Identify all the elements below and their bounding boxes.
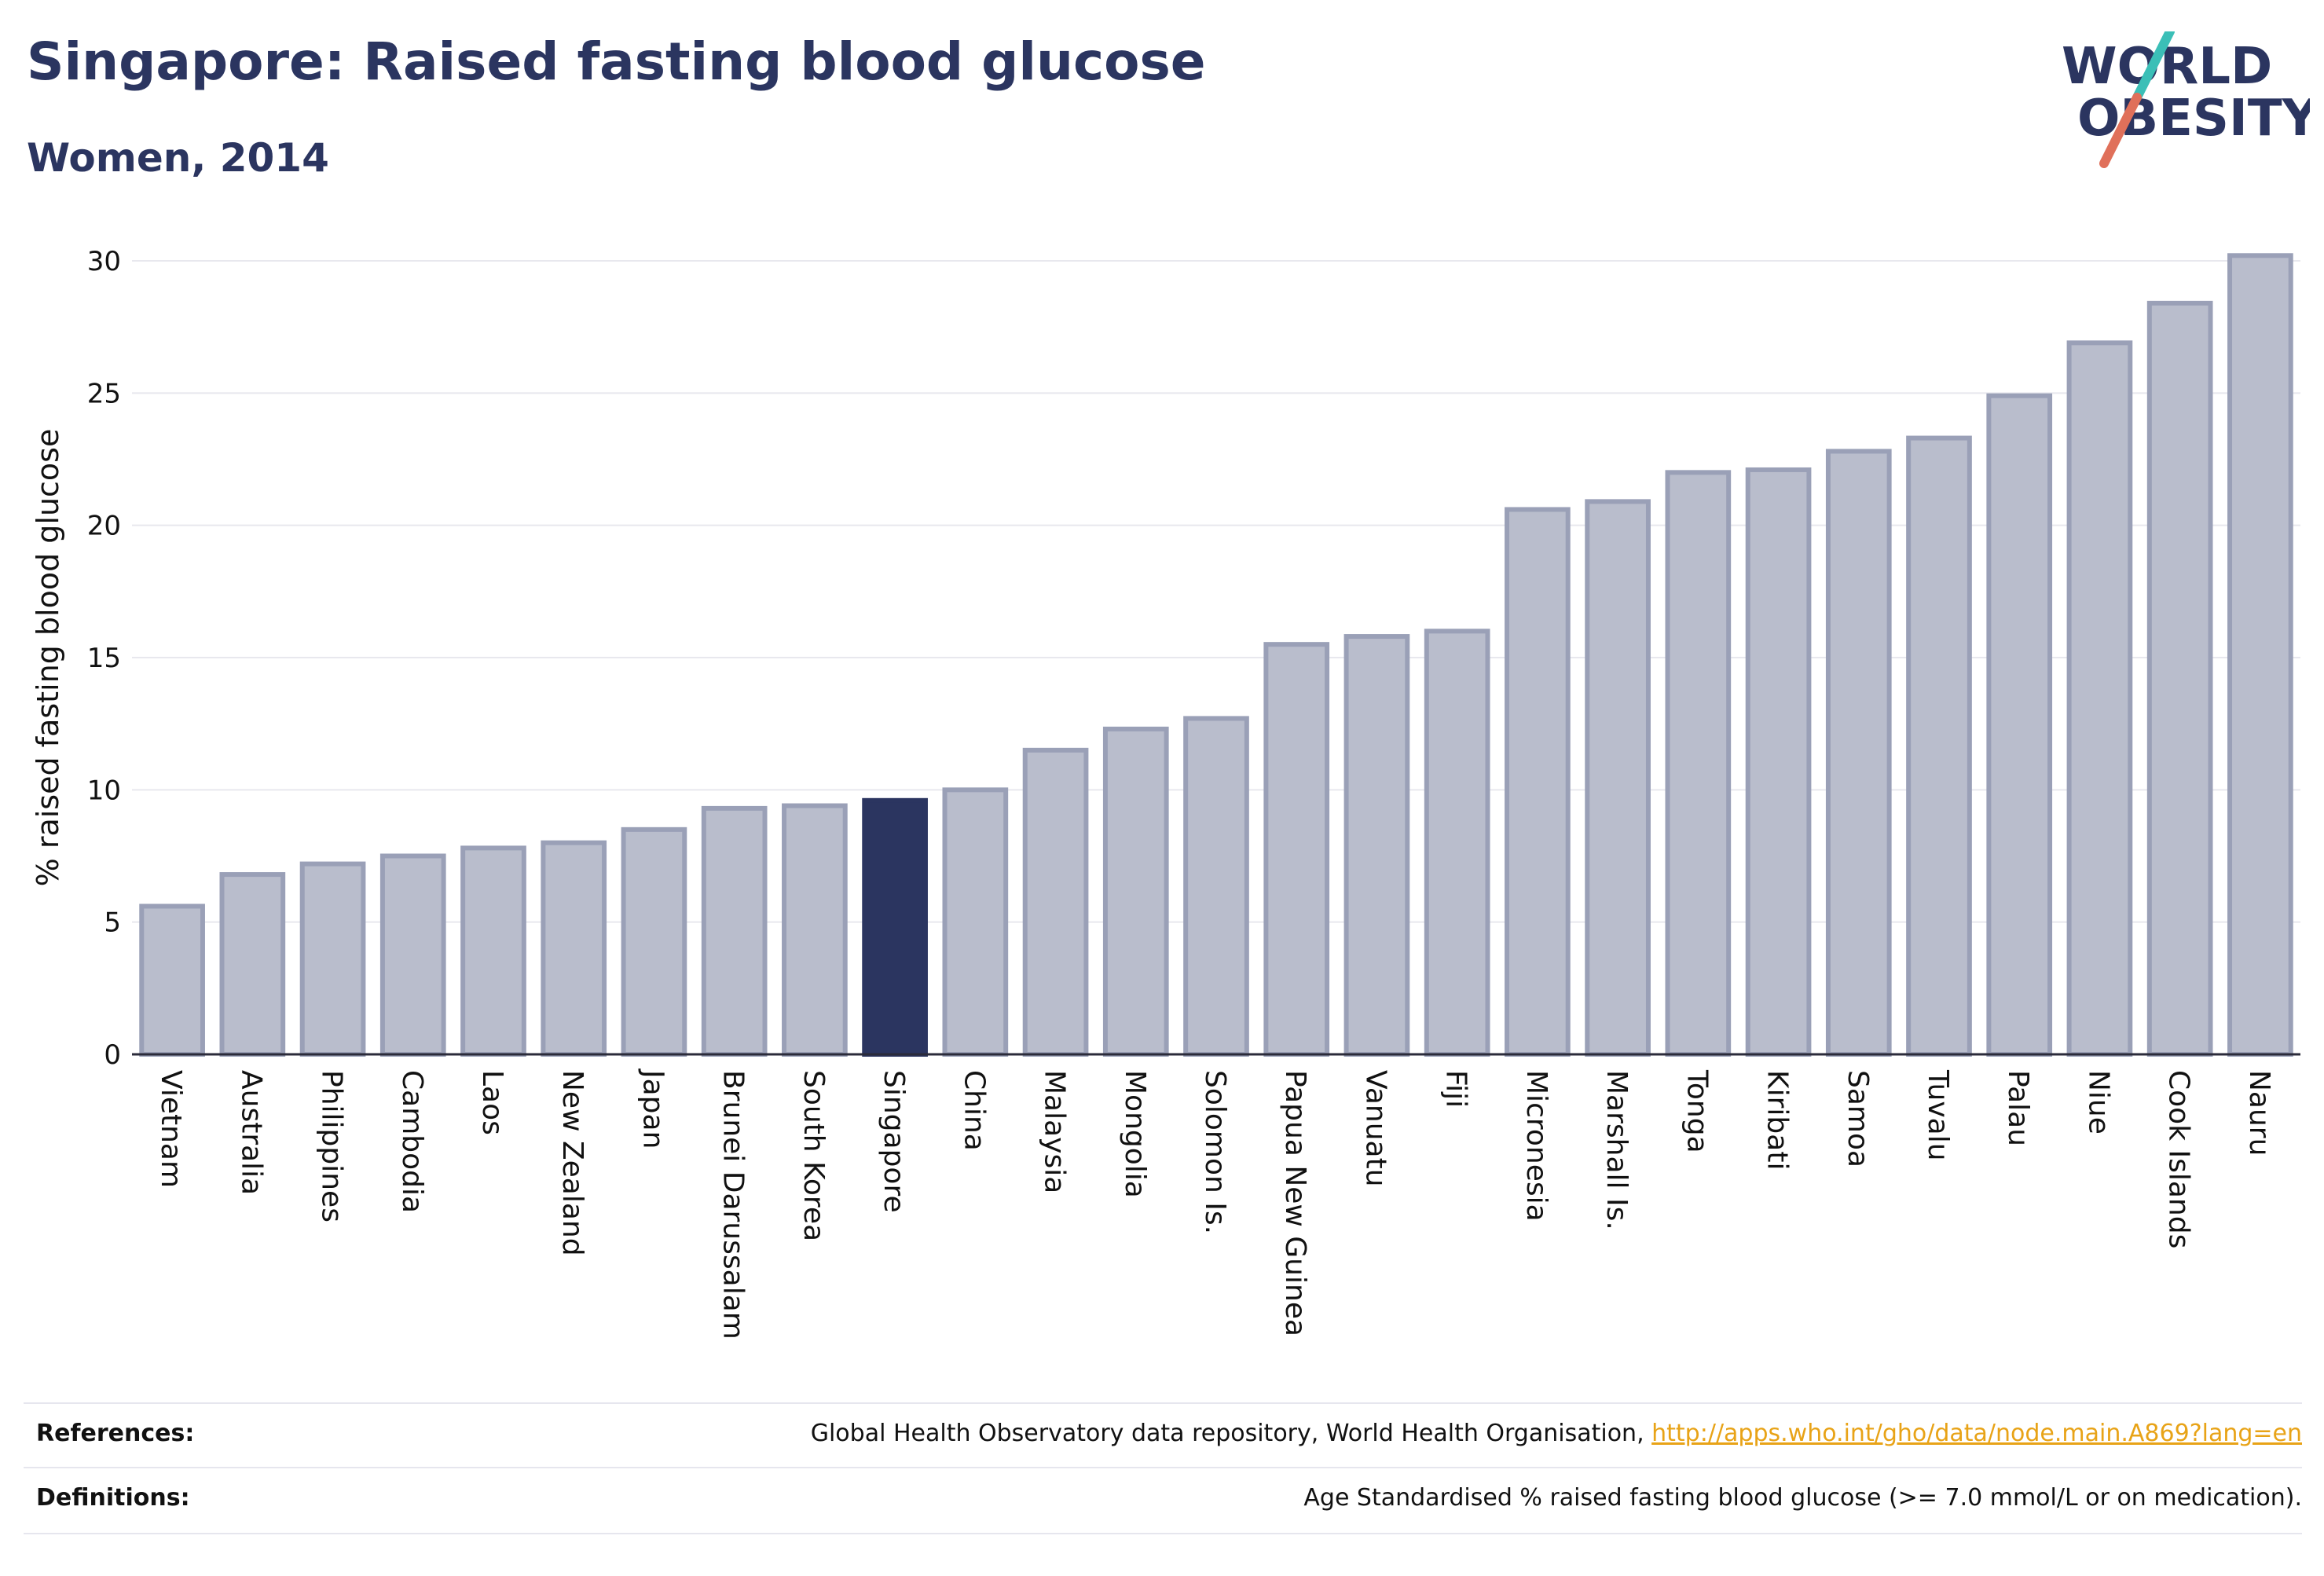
x-tick-label: Malaysia [1039, 1070, 1071, 1193]
bar-papua-new-guinea [1263, 642, 1330, 1057]
bar-nauru [2227, 253, 2293, 1057]
bar-chart: 0 5 10 15 20 25 30 % raised fasting blood gluco… [31, 246, 2300, 1340]
bar-palau [1986, 393, 2053, 1057]
bar-south-korea [782, 803, 848, 1057]
references-link[interactable]: http://apps.who.int/gho/data/node.main.A… [1651, 1420, 2302, 1447]
x-tick-label: Marshall Is. [1600, 1070, 1633, 1230]
x-tick-label: Philippines [316, 1070, 348, 1222]
footer-divider-middle [24, 1467, 2302, 1468]
references-text-wrap: Global Health Observatory data repositor… [811, 1420, 2302, 1447]
footer-divider-bottom [24, 1533, 2302, 1534]
bar-japan [621, 826, 687, 1057]
x-tick-label: Laos [476, 1070, 508, 1135]
references-row: References: Global Health Observatory da… [24, 1404, 2302, 1467]
world-obesity-logo: WORLD OBESITY [2062, 31, 2310, 168]
page-title: Singapore: Raised fasting blood glucose [27, 31, 1206, 92]
logo-slash-top [2132, 31, 2175, 102]
bar-fiji [1424, 629, 1490, 1057]
x-tick-label: Samoa [1842, 1070, 1874, 1167]
bar-niue [2066, 340, 2133, 1057]
bar-malaysia [1022, 747, 1089, 1057]
bar-kiribati [1745, 467, 1812, 1057]
x-tick-label: Fiji [1440, 1070, 1472, 1108]
logo-slash-bottom [2099, 93, 2142, 168]
x-tick-label: Palau [2002, 1070, 2034, 1146]
x-tick-label: Brunei Darussalam [717, 1070, 750, 1340]
y-tick-label: 5 [104, 907, 121, 939]
definitions-row: Definitions: Age Standardised % raised f… [24, 1468, 2302, 1531]
x-tick-label: Tonga [1681, 1069, 1713, 1153]
bar-mongolia [1102, 726, 1169, 1057]
footer-divider-top [24, 1402, 2302, 1404]
bar-china [942, 787, 1009, 1057]
bar-vietnam [139, 903, 205, 1057]
x-tick-label: Australia [235, 1070, 267, 1195]
x-tick-label: New Zealand [556, 1070, 588, 1256]
bar-philippines [299, 861, 366, 1057]
references-text: Global Health Observatory data repositor… [810, 1420, 1652, 1447]
x-tick-label: Japan [636, 1068, 669, 1149]
x-tick-label: Cook Islands [2163, 1070, 2195, 1248]
bar-australia [219, 872, 286, 1057]
y-tick-label: 30 [87, 246, 121, 277]
bar-micronesia [1505, 507, 1571, 1057]
bar-laos [460, 845, 526, 1057]
x-tick-label: China [958, 1070, 990, 1151]
x-tick-label: Kiribati [1761, 1070, 1794, 1170]
bar-vanuatu [1343, 634, 1410, 1057]
definitions-label: Definitions: [36, 1484, 190, 1512]
bar-singapore [862, 797, 928, 1057]
bar-samoa [1825, 449, 1892, 1057]
x-tick-label: Singapore [878, 1070, 910, 1213]
x-tick-label: South Korea [797, 1070, 830, 1241]
x-tick-label: Papua New Guinea [1279, 1070, 1311, 1336]
bar-marshall-is- [1585, 499, 1651, 1057]
definitions-text: Age Standardised % raised fasting blood … [1303, 1484, 2302, 1512]
x-tick-label: Tuvalu [1922, 1069, 1954, 1161]
page-subtitle: Women, 2014 [27, 135, 329, 181]
bar-tuvalu [1906, 435, 1972, 1057]
bar-solomon-is- [1183, 716, 1249, 1057]
bar-cook-islands [2146, 300, 2213, 1057]
y-tick-label: 0 [104, 1039, 121, 1071]
y-tick-label: 25 [87, 378, 121, 409]
y-tick-label: 20 [87, 511, 121, 542]
x-tick-label: Nauru [2243, 1070, 2275, 1156]
x-tick-label: Niue [2082, 1070, 2114, 1134]
x-tick-label: Solomon Is. [1199, 1070, 1231, 1234]
bar-cambodia [379, 853, 446, 1057]
bar-tonga [1665, 470, 1732, 1057]
bar-new-zealand [541, 840, 607, 1057]
x-tick-label: Micronesia [1520, 1070, 1552, 1222]
x-tick-label: Mongolia [1119, 1070, 1151, 1198]
references-label: References: [36, 1420, 195, 1447]
y-tick-label: 10 [87, 775, 121, 806]
x-tick-label: Vietnam [155, 1070, 187, 1188]
x-tick-label: Vanuatu [1359, 1070, 1391, 1187]
bar-brunei-darussalam [701, 805, 768, 1057]
y-axis-label: % raised fasting blood glucose [31, 429, 65, 887]
y-tick-label: 15 [87, 643, 121, 674]
x-tick-label: Cambodia [396, 1070, 428, 1213]
